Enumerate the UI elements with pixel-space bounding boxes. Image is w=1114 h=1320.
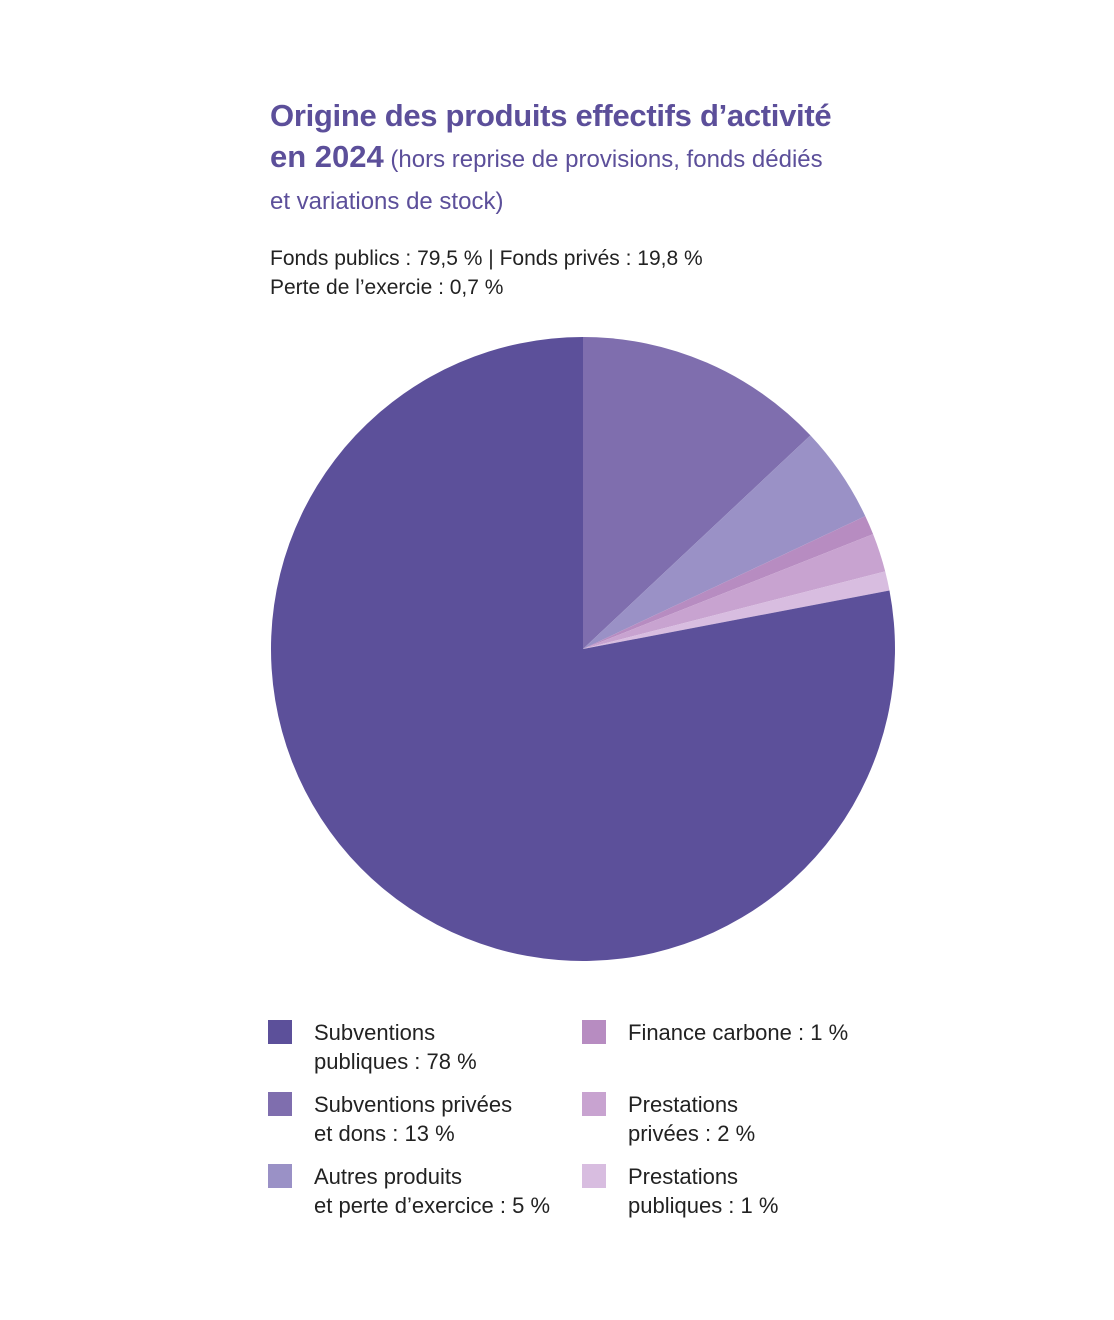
legend-label: Subventions privées et dons : 13 % [314,1092,513,1146]
title-line-2: en 2024 (hors reprise de provisions, fon… [270,136,970,181]
legend-swatch [582,1092,606,1116]
summary-line-2: Perte de l’exercie : 0,7 % [270,276,504,299]
pie-slice-3 [583,516,874,649]
legend-item-0: Subventions publiques : 78 % [268,1018,477,1076]
title-line-1: Origine des produits effectifs d’activit… [270,98,832,133]
title-subtitle: (hors reprise de provisions, fonds dédié… [383,146,823,173]
legend-label: Autres produits et perte d’exercice : 5 … [314,1164,551,1218]
title-year: en 2024 [270,139,384,174]
pie-slice-2 [583,435,866,649]
legend-item-3: Finance carbone : 1 % [582,1018,848,1047]
pie-chart [270,337,895,961]
chart-title: Origine des produits effectifs d’activit… [270,96,970,223]
legend-swatch [582,1020,606,1044]
pie-slice-1 [583,337,811,649]
legend-swatch [582,1164,606,1188]
legend-swatch [268,1092,292,1116]
pie-slice-5 [583,571,890,649]
pie-slice-4 [583,534,886,649]
legend-item-1: Subventions privées et dons : 13 % [268,1090,512,1148]
legend-label: Prestations publiques : 1 % [628,1164,779,1218]
legend-swatch [268,1164,292,1188]
legend-item-4: Prestations privées : 2 % [582,1090,755,1148]
title-line-3: et variations de stock) [270,188,504,215]
legend-label: Prestations privées : 2 % [628,1092,756,1146]
legend-item-5: Prestations publiques : 1 % [582,1162,778,1220]
legend-item-2: Autres produits et perte d’exercice : 5 … [268,1162,550,1220]
legend-label: Finance carbone : 1 % [628,1020,849,1045]
pie-slice-0 [270,337,895,961]
legend-label: Subventions publiques : 78 % [314,1020,477,1074]
legend-swatch [268,1020,292,1044]
funding-summary: Fonds publics : 79,5 % | Fonds privés : … [270,244,703,302]
summary-line-1: Fonds publics : 79,5 % | Fonds privés : … [270,247,703,270]
